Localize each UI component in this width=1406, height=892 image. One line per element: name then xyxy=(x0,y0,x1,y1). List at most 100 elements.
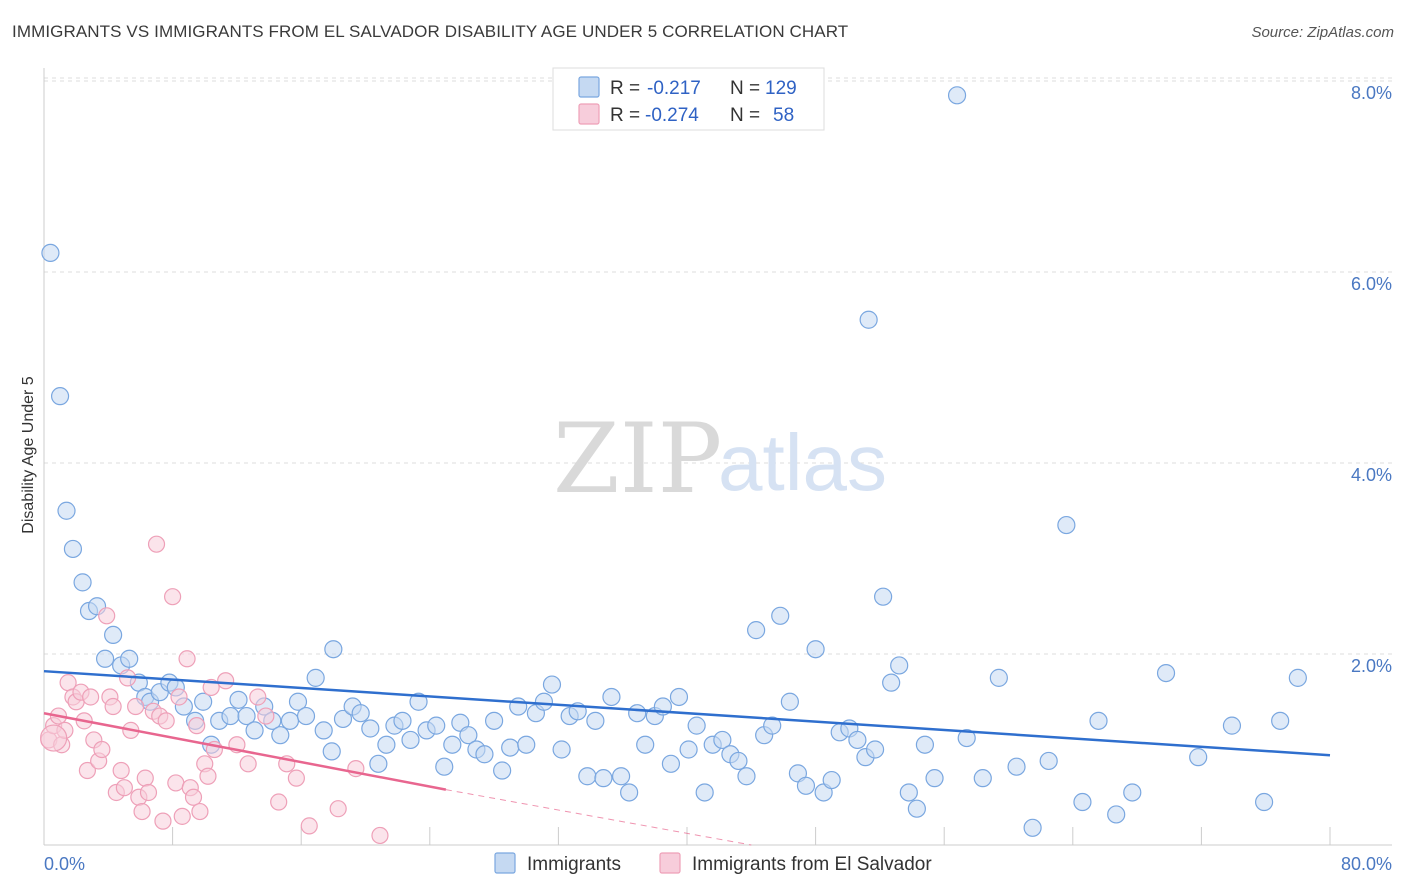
el-salvador-point-large xyxy=(40,724,68,752)
immigrants-point xyxy=(586,711,605,730)
y-tick-label: 8.0% xyxy=(1351,83,1392,103)
immigrants-point xyxy=(1222,716,1242,735)
gridlines xyxy=(44,77,1392,655)
trend-lines xyxy=(43,669,1331,846)
el-salvador-trend-line xyxy=(43,711,447,791)
el-salvador-point xyxy=(139,783,158,802)
el-salvador-point xyxy=(154,812,172,830)
immigrants-point xyxy=(435,757,454,776)
immigrants-trend-line xyxy=(43,669,1331,757)
y-tick-label: 2.0% xyxy=(1351,656,1392,676)
bottom-legend-swatch-immigrants xyxy=(494,852,516,874)
immigrants-point xyxy=(713,730,732,750)
el-salvador-point xyxy=(173,807,191,825)
el-salvador-point xyxy=(115,779,133,797)
el-salvador-point xyxy=(164,588,182,606)
immigrants-point xyxy=(245,721,264,740)
immigrants-point xyxy=(95,649,115,668)
series-immigrants xyxy=(41,86,1307,837)
watermark: ZIP atlas xyxy=(553,403,887,515)
immigrants-point xyxy=(1189,748,1208,767)
watermark-atlas: atlas xyxy=(718,418,887,507)
immigrants-point xyxy=(687,716,706,735)
axes xyxy=(43,68,1392,846)
immigrants-point xyxy=(620,783,639,802)
el-salvador-point xyxy=(199,767,217,785)
immigrants-point xyxy=(669,687,689,707)
chart-source: Source: ZipAtlas.com xyxy=(1251,24,1394,41)
immigrants-point xyxy=(475,745,494,764)
immigrants-point xyxy=(602,687,621,707)
immigrants-point xyxy=(907,799,926,818)
el-salvador-point xyxy=(184,788,203,806)
immigrants-point xyxy=(729,751,748,771)
immigrants-point xyxy=(361,719,380,738)
immigrants-point xyxy=(306,668,325,687)
el-salvador-point xyxy=(133,802,151,821)
immigrants-point xyxy=(120,649,139,668)
immigrants-point xyxy=(763,716,782,735)
immigrants-point xyxy=(822,770,841,790)
immigrants-point xyxy=(459,726,478,745)
immigrants-point xyxy=(771,606,790,625)
immigrants-point xyxy=(780,692,799,711)
immigrants-point xyxy=(501,738,520,757)
immigrants-point xyxy=(493,761,512,780)
immigrants-point xyxy=(737,767,756,786)
immigrants-point xyxy=(1057,515,1076,535)
immigrants-point xyxy=(221,706,240,726)
legend-n-value-1: 58 xyxy=(773,105,794,126)
el-salvador-point xyxy=(157,712,175,730)
immigrants-point xyxy=(333,709,353,729)
el-salvador-point xyxy=(188,717,206,735)
immigrants-point xyxy=(409,692,428,711)
y-tick-labels: 2.0% 4.0% 6.0% 8.0% xyxy=(1351,83,1392,676)
immigrants-point xyxy=(947,86,967,105)
immigrants-point xyxy=(874,587,893,606)
el-salvador-point xyxy=(217,672,235,690)
immigrants-point xyxy=(50,387,70,406)
el-salvador-point xyxy=(371,826,389,845)
bottom-legend-el-salvador: Immigrants from El Salvador xyxy=(692,854,932,875)
y-axis-title: Disability Age Under 5 xyxy=(20,376,37,534)
immigrants-point xyxy=(534,692,554,711)
y-tick-label: 6.0% xyxy=(1351,274,1392,294)
immigrants-point xyxy=(747,621,766,640)
legend-box: R = -0.217 N = 129 R = -0.274 N = 58 xyxy=(552,67,825,131)
legend-r-label-1: R = xyxy=(610,105,640,126)
immigrants-point xyxy=(1123,783,1142,802)
bottom-legend-swatch-el-salvador xyxy=(659,852,681,874)
legend-r-value-0: -0.217 xyxy=(647,78,701,99)
immigrants-point xyxy=(322,742,341,761)
el-salvador-point xyxy=(178,650,196,668)
legend-r-value-1: -0.274 xyxy=(645,105,699,126)
watermark-zip: ZIP xyxy=(553,403,722,515)
el-salvador-point xyxy=(167,774,185,792)
el-salvador-point xyxy=(78,761,97,780)
immigrants-point xyxy=(485,711,504,730)
immigrants-point xyxy=(1023,818,1042,837)
immigrants-point xyxy=(1271,711,1290,730)
immigrants-point xyxy=(393,711,412,730)
immigrants-point xyxy=(229,690,248,709)
el-salvador-point xyxy=(300,817,318,835)
immigrants-point xyxy=(542,675,562,694)
el-salvador-point xyxy=(239,755,257,773)
immigrants-point xyxy=(369,754,388,773)
immigrants-point xyxy=(1156,663,1176,683)
immigrants-point xyxy=(280,711,300,730)
immigrants-point xyxy=(859,310,878,329)
immigrants-point xyxy=(296,706,316,726)
immigrants-point xyxy=(1073,792,1092,812)
immigrants-point xyxy=(1089,711,1108,730)
immigrants-point xyxy=(1107,805,1126,824)
immigrants-point xyxy=(377,735,396,754)
legend-swatch-immigrants xyxy=(578,76,600,98)
immigrants-point xyxy=(695,783,714,802)
immigrants-point xyxy=(194,692,213,711)
immigrants-point xyxy=(890,656,909,675)
immigrants-point xyxy=(636,735,655,754)
immigrants-point xyxy=(443,735,462,754)
el-salvador-point xyxy=(104,697,122,716)
immigrants-point xyxy=(324,640,343,659)
